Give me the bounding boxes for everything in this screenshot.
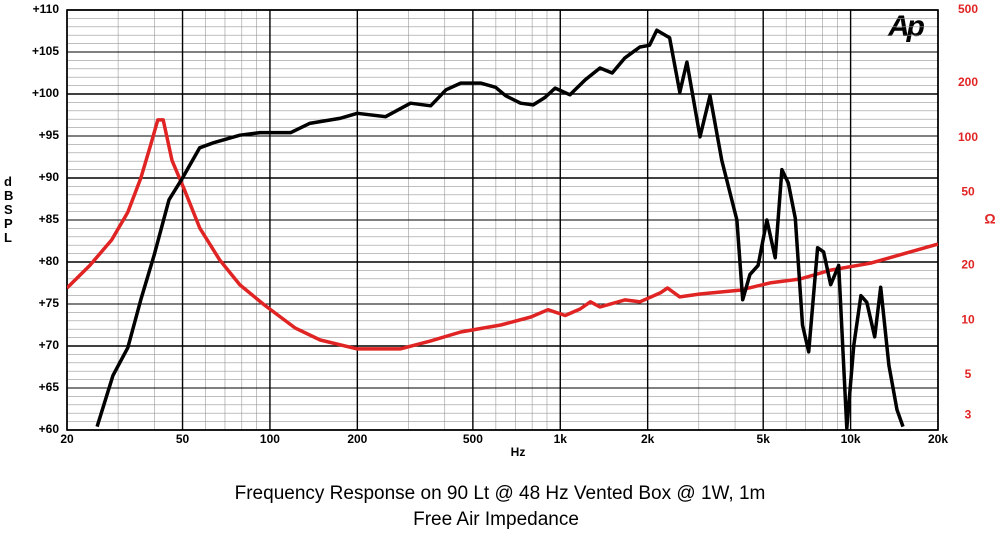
y-tick-label: +70	[39, 338, 60, 352]
y2-axis-label: Ω	[984, 211, 995, 227]
x-axis-label: Hz	[511, 445, 526, 459]
y-tick-label: +110	[33, 2, 60, 16]
logo: Ap	[887, 10, 925, 43]
x-tick-label: 200	[347, 432, 367, 446]
data-line	[95, 28, 905, 430]
y2-tick-label: 200	[958, 75, 978, 89]
y2-tick-label: 20	[961, 257, 975, 271]
y2-tick-label: 100	[958, 130, 978, 144]
y-tick-label: +85	[39, 212, 60, 226]
y-tick-label: +75	[39, 296, 60, 310]
x-tick-label: 100	[260, 432, 280, 446]
x-tick-label: 2k	[641, 432, 655, 446]
x-tick-label: 5k	[757, 432, 771, 446]
y-tick-label: +105	[32, 44, 59, 58]
chart-title: Frequency Response on 90 Lt @ 48 Hz Vent…	[235, 483, 766, 504]
y2-tick-label: 5	[965, 367, 972, 381]
y-axis-label: dB SPL	[4, 174, 18, 245]
y-tick-label: +95	[39, 128, 60, 142]
y2-tick-label: 3	[965, 408, 972, 422]
y-tick-label: +80	[39, 254, 60, 268]
y2-tick-label: 500	[958, 2, 978, 16]
y-tick-label: +90	[39, 170, 60, 184]
data-line	[67, 118, 938, 351]
y2-tick-label: 50	[961, 185, 975, 199]
x-tick-label: 1k	[554, 432, 568, 446]
y-tick-label: +65	[39, 380, 60, 394]
y-tick-label: +60	[39, 422, 60, 436]
x-tick-label: 20	[60, 432, 74, 446]
x-tick-label: 500	[463, 432, 483, 446]
x-tick-label: 20k	[928, 432, 948, 446]
plot-frame	[66, 9, 939, 431]
x-tick-label: 50	[176, 432, 190, 446]
y-tick-label: +100	[32, 86, 59, 100]
y2-tick-label: 10	[961, 312, 975, 326]
x-tick-label: 10k	[841, 432, 861, 446]
chart-subtitle: Free Air Impedance	[413, 509, 579, 530]
